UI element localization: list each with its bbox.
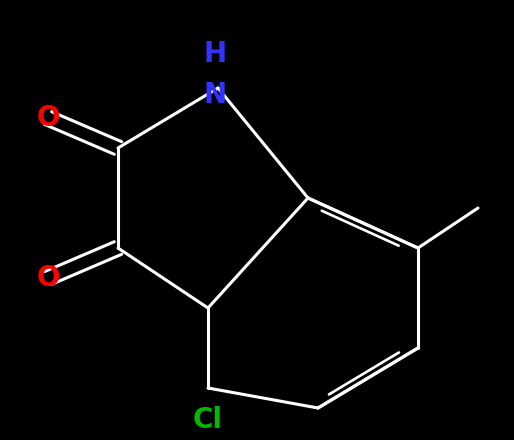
Text: N: N bbox=[204, 81, 227, 110]
Text: H: H bbox=[204, 40, 227, 68]
Text: O: O bbox=[36, 104, 60, 132]
Text: Cl: Cl bbox=[193, 406, 223, 434]
Text: O: O bbox=[36, 264, 60, 292]
